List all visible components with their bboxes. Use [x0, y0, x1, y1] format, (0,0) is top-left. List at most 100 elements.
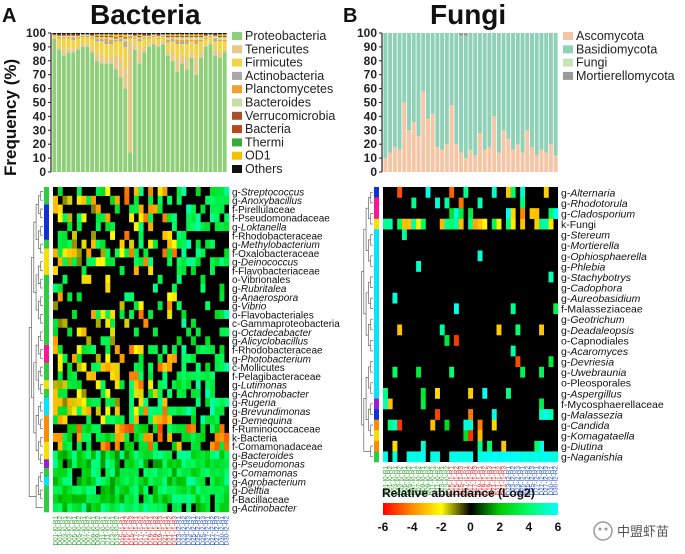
heatmap-cell — [100, 187, 106, 196]
bar-segment-od1 — [137, 34, 142, 36]
heatmap-cell — [181, 406, 187, 416]
sample-label: D15-I1-R3 — [458, 466, 465, 496]
bar-segment-bacteroides — [137, 37, 142, 39]
heatmap-cell — [91, 204, 97, 214]
sample-label: D21-I1-R3 — [171, 516, 178, 546]
bar-segment-bacteria — [132, 34, 137, 36]
heatmap-cell — [143, 485, 149, 495]
heatmap-cell — [439, 324, 445, 336]
heatmap-cell — [190, 213, 196, 223]
heatmap-cell — [119, 248, 125, 258]
sample-label: D13-I0-R1 — [439, 466, 446, 496]
heatmap-cell — [72, 230, 77, 240]
row-label: g-Rubritalea — [232, 284, 287, 295]
heatmap-cell — [133, 415, 139, 425]
cluster-color-cell — [44, 309, 49, 320]
heatmap-cell — [162, 230, 168, 240]
bar-segment-firmicutes — [146, 38, 151, 45]
dendrogram-branch — [35, 485, 43, 508]
sample-label: D11-I0-R1 — [100, 516, 107, 545]
cluster-color-cell — [44, 204, 49, 214]
heatmap-cell — [138, 459, 144, 469]
bar-segment-firmicutes — [128, 38, 133, 42]
sample-label: D19-I1-R2 — [482, 466, 489, 496]
bar-segment-firmicutes — [90, 38, 95, 47]
bar-segment-bacteroides — [113, 38, 118, 40]
heatmap-cell — [133, 459, 139, 469]
heatmap-cell — [157, 389, 163, 399]
bar-segment-others — [213, 33, 218, 35]
legend-label: Firmicutes — [245, 56, 303, 70]
heatmap-cell — [195, 494, 201, 504]
heatmap-cell — [124, 468, 130, 478]
heatmap-cell — [100, 309, 106, 319]
bar-segment-firmicutes — [80, 37, 85, 45]
heatmap-cell — [195, 397, 201, 407]
heatmap-cell — [387, 218, 393, 230]
bar-segment-basidiomycota — [430, 33, 435, 114]
bar-segment-proteobacteria — [132, 49, 137, 172]
bar-segment-bacteria — [142, 34, 147, 36]
heatmap-cell — [162, 397, 168, 407]
heatmap-cell — [143, 468, 149, 478]
heatmap-cell — [162, 248, 168, 258]
bar-segment-planctomycetes — [132, 37, 137, 39]
sample-label: D21-I1-R2 — [496, 466, 503, 496]
heatmap-cell — [190, 336, 196, 346]
heatmap-cell — [95, 476, 101, 486]
panel-a-letter: A — [2, 5, 16, 27]
heatmap-cell — [124, 318, 130, 328]
bar-segment-od1 — [113, 34, 118, 38]
heatmap-cell — [114, 468, 120, 478]
bar-segment-mortierellomycota — [459, 33, 464, 36]
heatmap-cell — [138, 389, 144, 399]
heatmap-cell — [86, 468, 92, 478]
bar-segment-basidiomycota — [463, 35, 468, 159]
sample-label: D17-I1-R1 — [463, 466, 470, 496]
cluster-color-cell — [374, 261, 379, 272]
dendrogram-branch — [28, 327, 37, 497]
cluster-color-cell — [44, 441, 49, 451]
fungi-cluster-sidebar — [374, 187, 379, 463]
heatmap-cell — [100, 389, 106, 399]
heatmap-cell — [72, 424, 77, 434]
heatmap-cell — [72, 257, 77, 267]
dendrogram-branch — [40, 226, 43, 236]
row-label: g-Uwebraunia — [561, 367, 627, 379]
bar-segment-od1 — [118, 34, 123, 36]
sample-label: D21-I1-R1 — [491, 466, 498, 496]
row-label: g-Loktanella — [232, 223, 287, 234]
sample-label: D27-I2-R2 — [538, 466, 545, 496]
heatmap-cell — [138, 222, 144, 232]
colorbar-tick-label: -4 — [407, 520, 418, 534]
heatmap-cell — [214, 213, 220, 223]
heatmap-cell — [119, 301, 125, 311]
bar-segment-bacteria — [71, 34, 76, 36]
heatmap-cell — [162, 345, 168, 355]
bar-segment-others — [123, 33, 128, 35]
bar-segment-tenericutes — [184, 58, 189, 70]
heatmap-cell — [463, 187, 469, 198]
heatmap-cell — [110, 327, 116, 337]
heatmap-cell — [110, 222, 116, 232]
heatmap-cell — [114, 424, 120, 434]
heatmap-cell — [57, 345, 63, 355]
panel-a-title: Bacteria — [90, 0, 201, 30]
heatmap-cell — [133, 371, 139, 381]
frequency-axis-label: Frequency (%) — [1, 59, 20, 176]
heatmap-cell — [510, 218, 516, 230]
bar-segment-bacteria — [175, 35, 180, 38]
heatmap-cell — [57, 187, 63, 196]
wechat-icon-eye-right — [604, 527, 608, 531]
bar-segment-others — [165, 33, 170, 35]
heatmap-cell — [138, 503, 144, 513]
heatmap-cell — [143, 318, 149, 328]
heatmap-cell — [219, 494, 225, 504]
heatmap-cell — [152, 345, 158, 355]
bar-segment-ascomycota — [511, 149, 516, 172]
legend-swatch — [232, 125, 242, 134]
heatmap-cell — [176, 459, 182, 469]
sample-label: D15-I1-R1 — [449, 466, 456, 496]
cluster-color-cell — [44, 283, 49, 293]
heatmap-cell — [143, 450, 149, 460]
